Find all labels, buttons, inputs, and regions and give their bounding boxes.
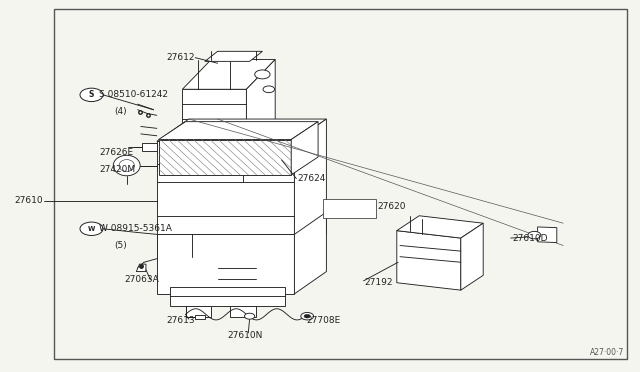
Bar <box>54 9 627 359</box>
Polygon shape <box>205 51 262 61</box>
Polygon shape <box>294 212 326 294</box>
Polygon shape <box>159 122 318 140</box>
Text: 27610D: 27610D <box>512 234 547 243</box>
Polygon shape <box>397 216 483 238</box>
Text: S 08510-61242: S 08510-61242 <box>99 90 168 99</box>
Polygon shape <box>159 140 291 175</box>
Polygon shape <box>230 306 256 317</box>
Ellipse shape <box>113 155 140 176</box>
Polygon shape <box>186 306 211 317</box>
Text: (4): (4) <box>114 107 127 116</box>
Circle shape <box>528 231 541 239</box>
Polygon shape <box>195 315 205 319</box>
Circle shape <box>304 314 310 318</box>
Text: 27612: 27612 <box>166 53 195 62</box>
Polygon shape <box>157 234 294 294</box>
Polygon shape <box>170 287 285 306</box>
Text: 27613: 27613 <box>166 316 195 325</box>
Circle shape <box>263 86 275 93</box>
Text: 27063A: 27063A <box>125 275 159 284</box>
Polygon shape <box>538 227 557 243</box>
Text: 27624: 27624 <box>298 174 326 183</box>
Polygon shape <box>182 89 246 151</box>
Circle shape <box>301 312 314 320</box>
Text: W 08915-5361A: W 08915-5361A <box>99 224 172 233</box>
Polygon shape <box>323 199 376 218</box>
Text: 27626E: 27626E <box>99 148 133 157</box>
Polygon shape <box>142 143 157 151</box>
Circle shape <box>80 88 103 102</box>
Polygon shape <box>246 60 275 151</box>
Text: 27192: 27192 <box>365 278 394 287</box>
Polygon shape <box>461 223 483 290</box>
Text: (5): (5) <box>114 241 127 250</box>
Polygon shape <box>136 264 146 272</box>
Text: 27420M: 27420M <box>99 165 135 174</box>
Circle shape <box>244 313 255 319</box>
Text: 27620: 27620 <box>378 202 406 211</box>
Polygon shape <box>291 122 318 175</box>
Polygon shape <box>294 119 326 257</box>
Text: A27·00·7: A27·00·7 <box>589 348 624 357</box>
Polygon shape <box>157 119 326 141</box>
Text: 27610N: 27610N <box>227 331 262 340</box>
Circle shape <box>255 70 270 79</box>
Text: S: S <box>89 90 94 99</box>
Text: 27708E: 27708E <box>306 316 340 325</box>
Ellipse shape <box>119 160 134 171</box>
Text: W: W <box>88 226 95 232</box>
Text: 27610: 27610 <box>14 196 43 205</box>
Polygon shape <box>397 231 461 290</box>
Polygon shape <box>157 141 294 257</box>
Polygon shape <box>182 60 275 89</box>
Circle shape <box>80 222 103 235</box>
